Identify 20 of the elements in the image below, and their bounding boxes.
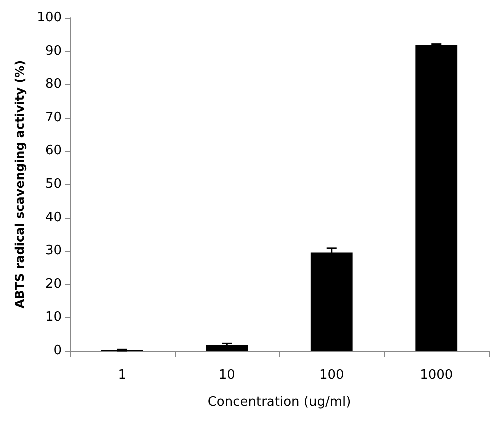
y-tick-label: 20	[45, 276, 62, 292]
y-tick-label: 80	[45, 77, 62, 92]
x-tick-label: 1000	[420, 368, 454, 383]
y-tick-label: 0	[54, 344, 62, 358]
y-tick-label: 10	[45, 310, 62, 326]
y-tick-label: 60	[45, 144, 62, 159]
x-axis-title: Concentration (ug/ml)	[208, 395, 352, 410]
y-tick-label: 90	[45, 44, 62, 59]
y-tick-label: 50	[45, 177, 62, 192]
bar	[416, 45, 458, 351]
y-axis-title: ABTS radical scavenging activity (%)	[13, 60, 27, 309]
x-tick-label: 1	[118, 368, 127, 383]
bar	[206, 345, 248, 351]
y-tick-label: 40	[45, 210, 62, 226]
x-tick-label: 100	[319, 368, 344, 383]
x-tick-label: 10	[218, 368, 236, 383]
bar	[310, 252, 353, 351]
y-tick-label: 30	[45, 244, 62, 259]
y-tick-label: 70	[45, 110, 62, 126]
y-tick-label: 100	[37, 10, 62, 26]
